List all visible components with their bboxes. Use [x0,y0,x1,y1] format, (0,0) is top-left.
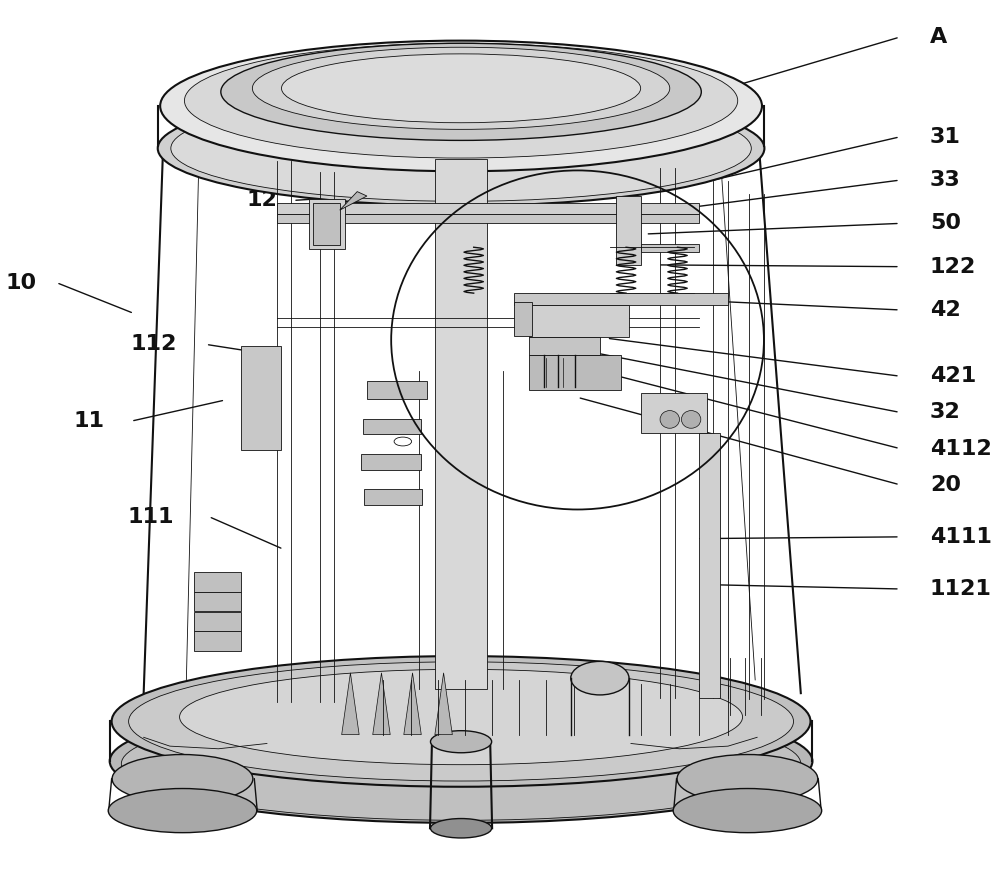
Text: 4111: 4111 [930,527,992,547]
Text: 122: 122 [930,257,976,276]
Ellipse shape [673,789,822,833]
Text: 421: 421 [930,366,976,386]
Ellipse shape [129,662,794,781]
Text: 32: 32 [930,403,961,422]
Text: 50: 50 [930,214,961,233]
Ellipse shape [571,661,629,695]
Ellipse shape [184,43,738,158]
Ellipse shape [430,819,492,838]
Polygon shape [340,192,367,210]
Polygon shape [616,196,641,265]
Polygon shape [641,244,699,252]
Polygon shape [313,203,340,245]
Polygon shape [277,203,699,214]
Text: 20: 20 [930,475,961,494]
Polygon shape [435,159,487,689]
Polygon shape [367,381,427,399]
Polygon shape [277,214,699,223]
Ellipse shape [171,95,751,201]
Text: 1121: 1121 [930,579,992,599]
Text: 11: 11 [74,411,105,431]
Polygon shape [194,631,241,651]
Ellipse shape [110,699,812,823]
Polygon shape [435,673,452,735]
Polygon shape [364,489,422,505]
Ellipse shape [281,54,641,123]
Polygon shape [373,673,390,735]
Polygon shape [194,572,241,592]
Ellipse shape [430,731,492,752]
Polygon shape [342,673,359,735]
Polygon shape [529,337,600,355]
Text: 112: 112 [130,335,177,354]
Polygon shape [699,433,720,698]
Text: 33: 33 [930,170,961,190]
Polygon shape [363,419,421,434]
Text: 42: 42 [930,300,961,320]
Ellipse shape [160,41,762,171]
Polygon shape [641,393,707,433]
Ellipse shape [108,789,257,833]
Polygon shape [529,355,621,390]
Text: 31: 31 [930,127,961,147]
Circle shape [660,411,679,428]
Polygon shape [194,592,241,611]
Polygon shape [529,305,629,337]
Ellipse shape [180,669,743,765]
Ellipse shape [112,754,253,804]
Polygon shape [241,346,281,450]
Text: A: A [930,27,947,47]
Polygon shape [404,673,421,735]
Polygon shape [194,612,241,631]
Text: 12: 12 [247,191,278,210]
Polygon shape [514,293,728,305]
Ellipse shape [677,754,818,804]
Text: 4112: 4112 [930,439,992,458]
Ellipse shape [252,47,670,129]
Ellipse shape [112,656,811,787]
Polygon shape [514,302,532,336]
Ellipse shape [121,707,801,820]
Ellipse shape [158,91,764,206]
Text: 10: 10 [6,273,37,292]
Text: 111: 111 [127,507,174,526]
Ellipse shape [221,43,701,140]
Circle shape [681,411,701,428]
Polygon shape [309,199,345,249]
Polygon shape [361,454,421,470]
